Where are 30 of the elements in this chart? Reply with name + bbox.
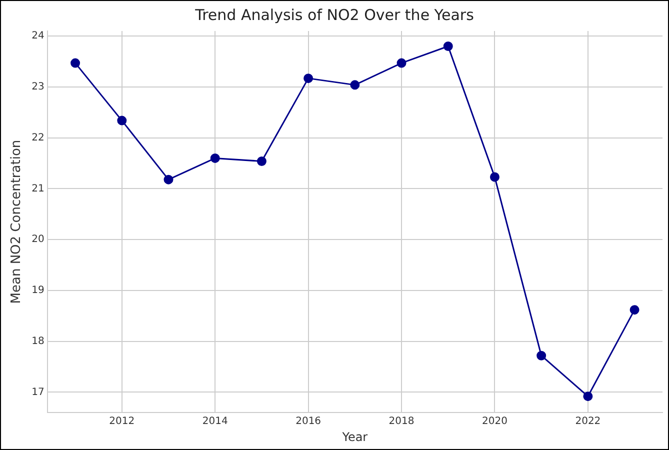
point: [630, 305, 640, 315]
point: [490, 172, 500, 182]
point: [443, 42, 453, 52]
y-tick-label: 22: [32, 132, 44, 144]
x-tick-label: 2020: [482, 416, 508, 428]
x-tick-label: 2018: [388, 416, 414, 428]
point: [256, 156, 266, 166]
point: [210, 153, 220, 163]
point: [70, 58, 80, 68]
point: [304, 74, 314, 84]
y-tick-label: 23: [32, 82, 44, 93]
x-tick-label: 2016: [296, 416, 322, 428]
y-tick-label: 18: [32, 336, 44, 347]
x-tick-label: 2014: [202, 416, 228, 428]
y-tick-label: 21: [32, 183, 44, 194]
point: [117, 116, 127, 126]
y-tick-label: 17: [32, 386, 44, 398]
point: [164, 174, 174, 184]
y-tick-label: 24: [32, 30, 44, 42]
y-axis-title: Mean NO2 Concentration: [9, 140, 24, 304]
point: [350, 80, 360, 90]
point: [536, 350, 546, 360]
x-axis-title: Year: [341, 430, 368, 444]
x-tick-label: 2022: [575, 416, 601, 428]
y-tick-label: 19: [32, 285, 44, 296]
point: [396, 58, 406, 68]
point: [583, 392, 593, 402]
x-tick-label: 2012: [109, 416, 135, 428]
chart-title: Trend Analysis of NO2 Over the Years: [194, 6, 474, 24]
y-tick-label: 20: [32, 234, 44, 246]
